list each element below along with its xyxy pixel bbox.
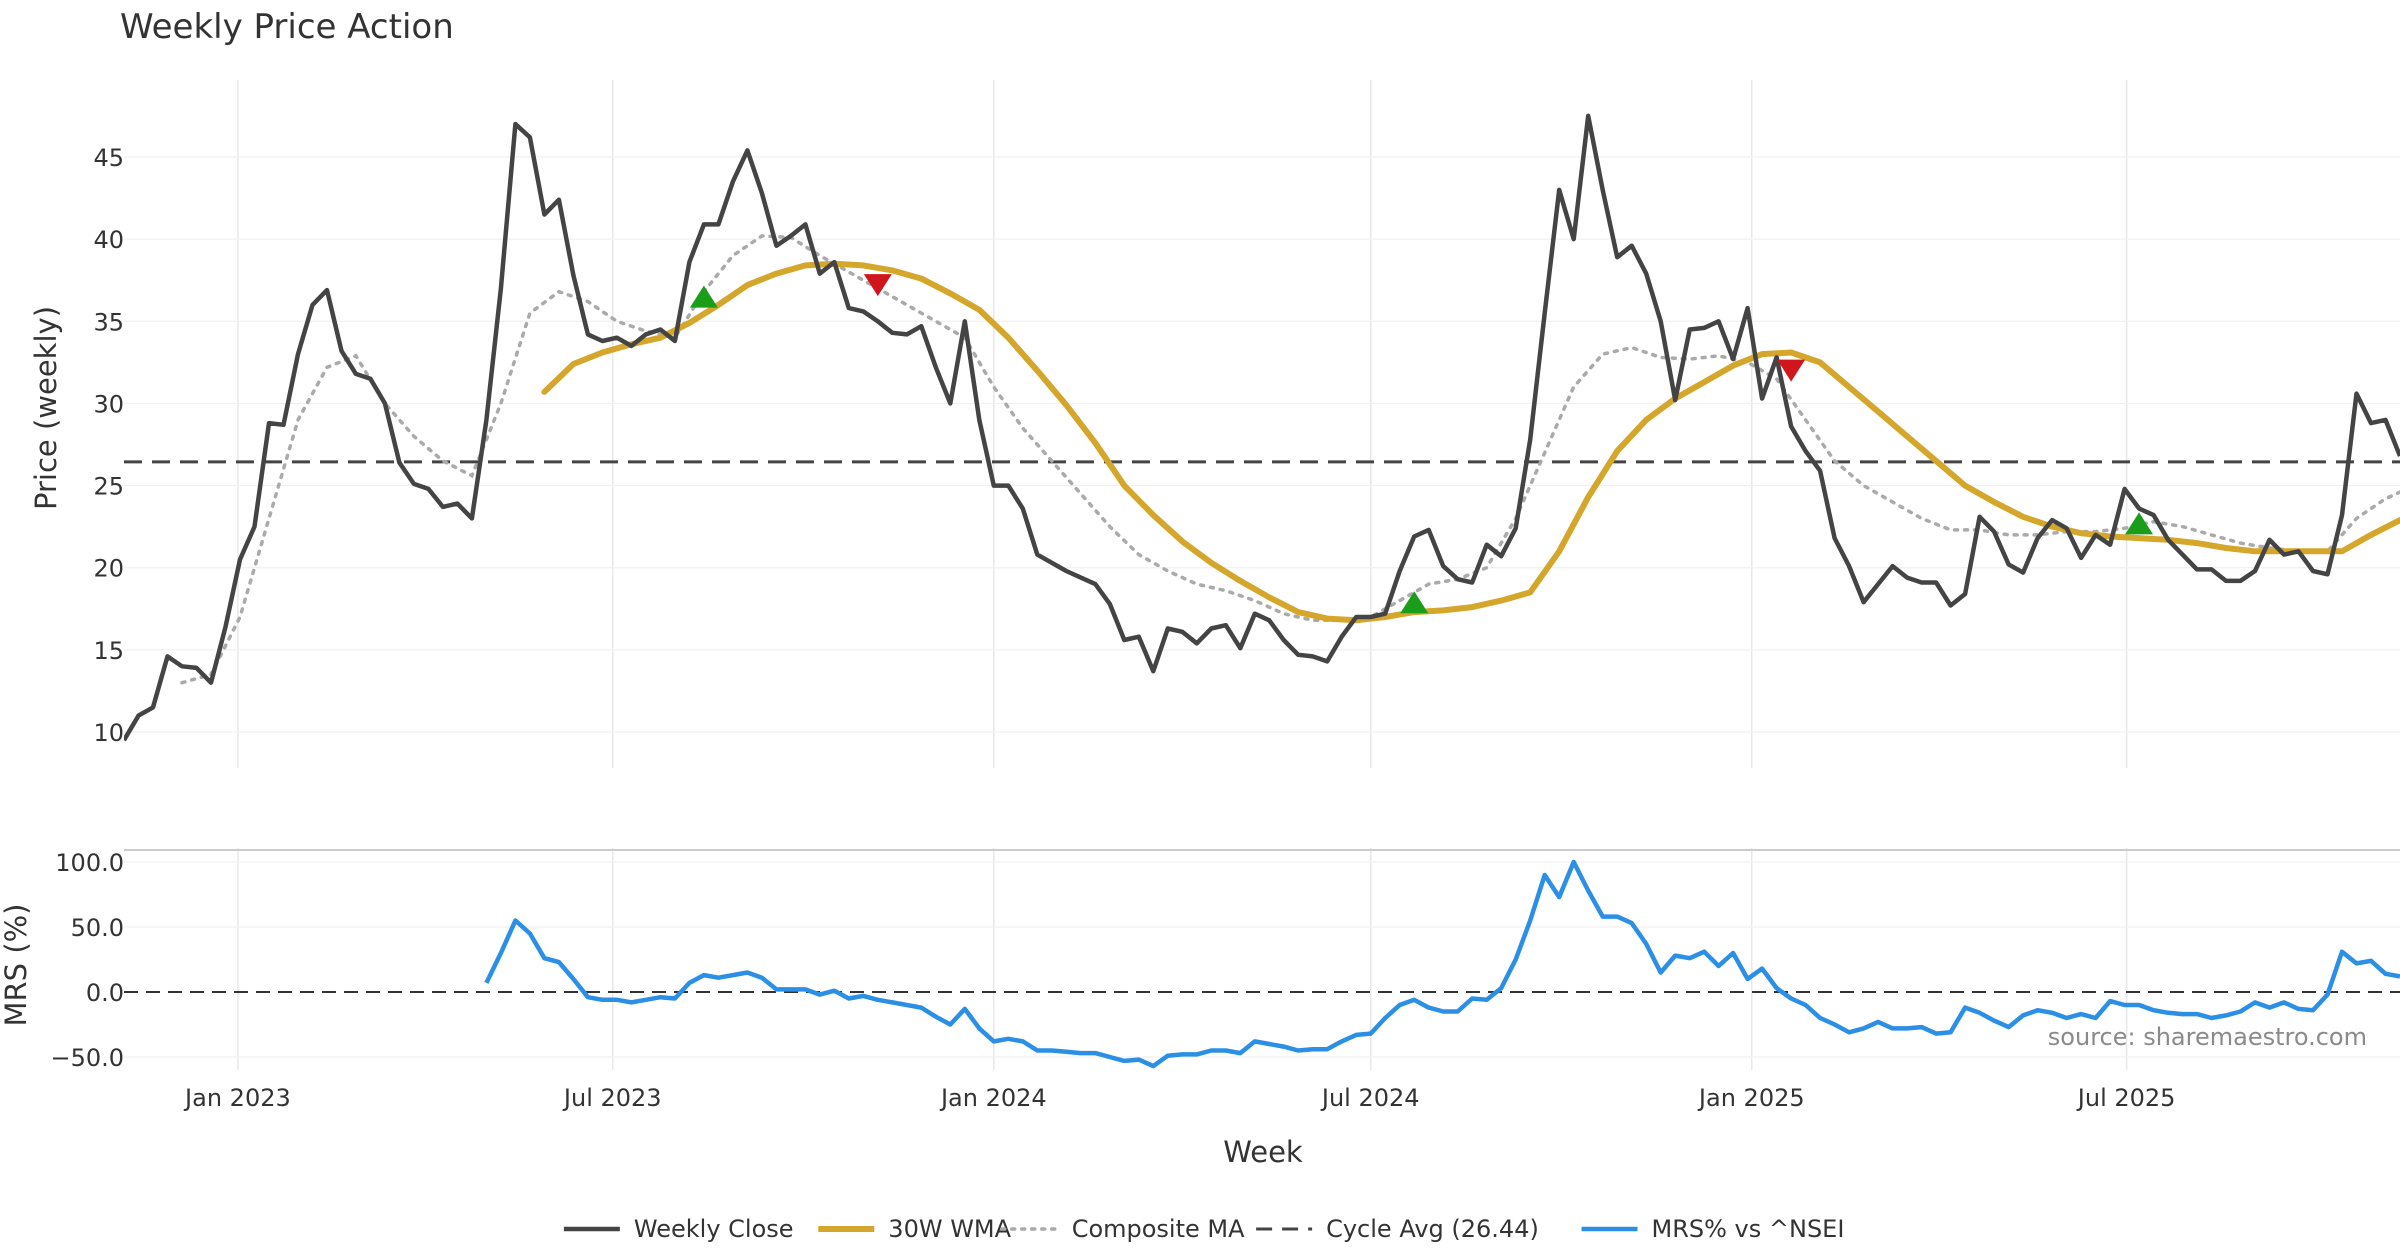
price-y-tick-label: 35 bbox=[93, 308, 124, 336]
buy-signal-marker-0 bbox=[689, 285, 718, 308]
mrs-y-tick-label: 50.0 bbox=[71, 914, 124, 942]
price-y-tick-label: 25 bbox=[93, 473, 124, 501]
x-tick-label: Jan 2025 bbox=[1697, 1084, 1805, 1112]
legend-label-1: 30W WMA bbox=[888, 1215, 1011, 1243]
legend-label-3: Cycle Avg (26.44) bbox=[1326, 1215, 1539, 1243]
x-tick-label: Jul 2024 bbox=[1320, 1084, 1420, 1112]
weekly-close-line bbox=[124, 113, 2400, 742]
sell-signal-marker-3 bbox=[1777, 359, 1806, 382]
price-y-tick-label: 20 bbox=[93, 555, 124, 583]
x-tick-label: Jul 2025 bbox=[2076, 1084, 2176, 1112]
x-tick-label: Jan 2023 bbox=[183, 1084, 291, 1112]
legend-label-2: Composite MA bbox=[1072, 1215, 1245, 1243]
source-label: source: sharemaestro.com bbox=[2048, 1023, 2367, 1051]
wma-30w-line bbox=[541, 260, 2400, 624]
mrs-line bbox=[484, 859, 2400, 1069]
mrs-y-tick-label: 100.0 bbox=[55, 849, 124, 877]
x-tick-label: Jan 2024 bbox=[939, 1084, 1047, 1112]
buy-signal-marker-4 bbox=[2125, 512, 2154, 535]
mrs-y-tick-label: 0.0 bbox=[86, 979, 124, 1007]
chart-title: Weekly Price Action bbox=[120, 7, 454, 47]
price-y-tick-label: 40 bbox=[93, 226, 124, 254]
price-y-axis-title: Price (weekly) bbox=[29, 306, 63, 510]
price-y-tick-label: 15 bbox=[93, 637, 124, 665]
mrs-y-axis-title: MRS (%) bbox=[0, 904, 33, 1027]
sell-signal-marker-1 bbox=[863, 274, 892, 297]
x-tick-label: Jul 2023 bbox=[562, 1084, 662, 1112]
price-y-tick-label: 30 bbox=[93, 390, 124, 418]
buy-signal-marker-2 bbox=[1400, 591, 1429, 614]
price-y-tick-label: 10 bbox=[93, 719, 124, 747]
mrs-y-tick-label: −50.0 bbox=[50, 1044, 124, 1072]
composite-ma-line bbox=[180, 234, 2400, 685]
legend-label-0: Weekly Close bbox=[634, 1215, 794, 1243]
price-y-tick-label: 45 bbox=[93, 144, 124, 172]
x-axis-title: Week bbox=[1223, 1135, 1303, 1169]
legend-label-4: MRS% vs ^NSEI bbox=[1652, 1215, 1845, 1243]
